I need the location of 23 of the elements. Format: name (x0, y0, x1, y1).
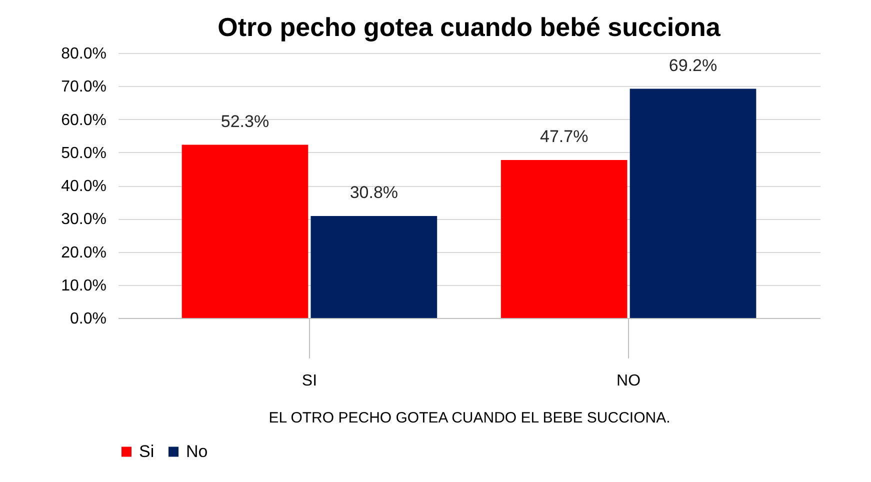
y-tick-label: 10.0% (61, 277, 106, 294)
data-label: 30.8% (350, 182, 398, 202)
data-label: 47.7% (540, 126, 588, 146)
x-tick-label: NO (616, 372, 641, 390)
y-tick-label: 80.0% (61, 46, 106, 62)
y-tick-label: 30.0% (61, 211, 106, 228)
bar (310, 216, 438, 318)
bar (500, 160, 628, 318)
legend-label: No (186, 442, 208, 461)
x-tick-label: SI (302, 372, 318, 390)
x-axis-title: EL OTRO PECHO GOTEA CUANDO EL BEBE SUCCIONA. (268, 410, 670, 426)
y-tick-label: 70.0% (61, 78, 106, 96)
data-label: 69.2% (668, 56, 718, 75)
legend-label: Si (139, 442, 154, 461)
y-tick-label: 50.0% (61, 144, 106, 162)
bar (182, 144, 308, 318)
bar (630, 88, 756, 318)
y-tick-label: 0.0% (70, 310, 106, 328)
y-tick-label: 20.0% (61, 244, 106, 262)
data-label: 52.3% (220, 112, 270, 131)
y-tick-label: 60.0% (61, 112, 106, 129)
y-tick-label: 40.0% (61, 178, 106, 195)
chart-title: Otro pecho gotea cuando bebé succiona (218, 12, 721, 42)
